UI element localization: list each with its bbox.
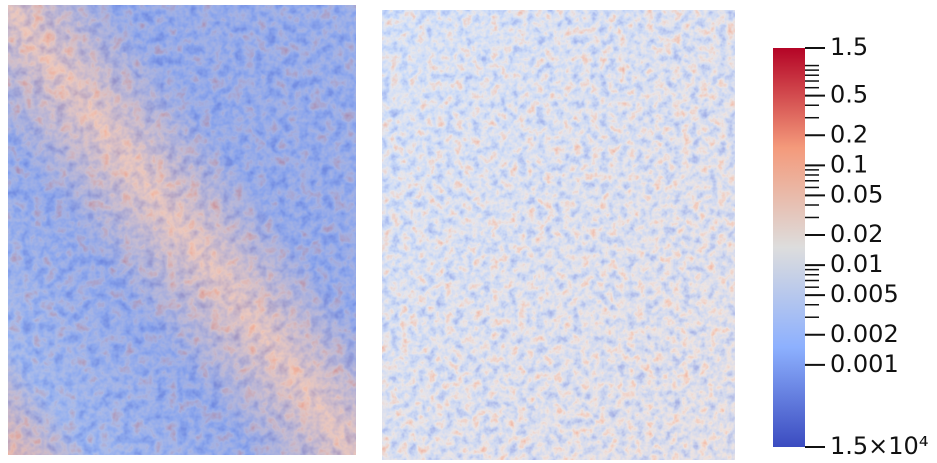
- tick-label: 0.1: [830, 150, 868, 178]
- tick-label: 1.5: [830, 33, 868, 61]
- tick-label: 0.2: [830, 120, 868, 148]
- colorbar: [773, 48, 805, 447]
- right-field: [382, 10, 735, 460]
- left-field: [8, 5, 356, 455]
- tick-label: 0.01: [830, 250, 883, 278]
- tick-label: 0.005: [830, 280, 899, 308]
- tick-label: 1.5×10⁴: [830, 432, 928, 460]
- tick-label: 0.5: [830, 81, 868, 109]
- tick-label: 0.001: [830, 350, 899, 378]
- tick-label: 0.002: [830, 320, 899, 348]
- tick-label: 0.02: [830, 220, 883, 248]
- tick-label: 0.05: [830, 180, 883, 208]
